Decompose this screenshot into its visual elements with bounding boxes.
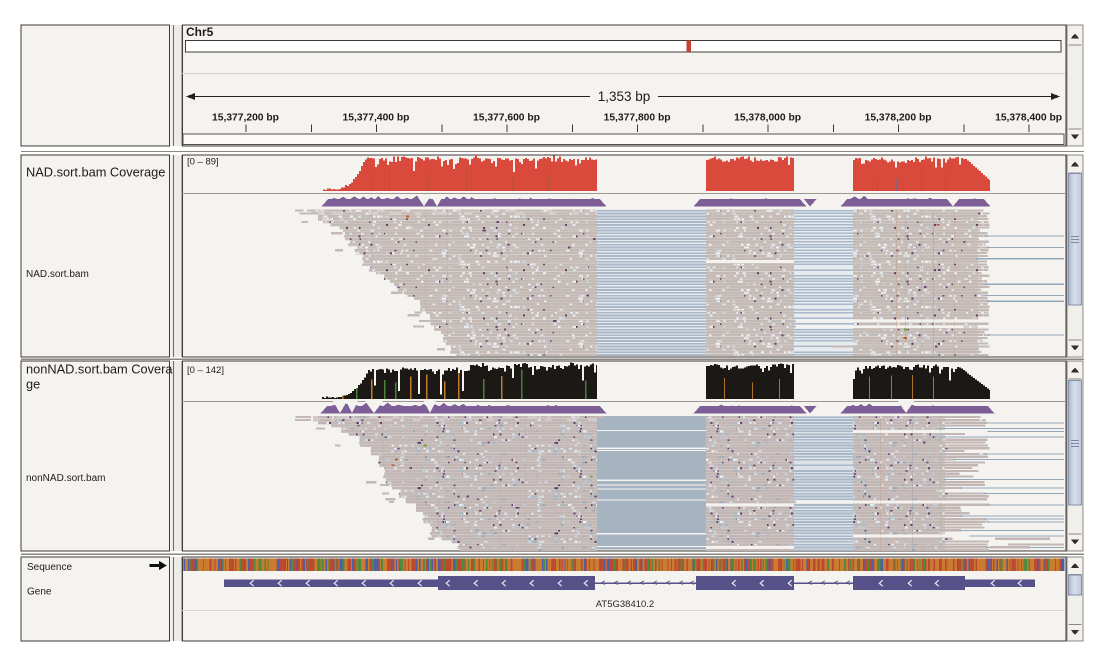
- svg-text:Chr5: Chr5: [186, 25, 214, 39]
- svg-text:15,378,200 bp: 15,378,200 bp: [865, 113, 932, 124]
- svg-text:15,377,800 bp: 15,377,800 bp: [604, 113, 671, 124]
- svg-text:NAD.sort.bam Coverage: NAD.sort.bam Coverage: [26, 165, 165, 180]
- svg-text:15,378,400 bp: 15,378,400 bp: [995, 113, 1062, 124]
- svg-text:[0 – 89]: [0 – 89]: [187, 157, 219, 168]
- svg-text:nonNAD.sort.bam: nonNAD.sort.bam: [26, 473, 105, 484]
- svg-text:15,377,600 bp: 15,377,600 bp: [473, 113, 540, 124]
- svg-text:15,378,000 bp: 15,378,000 bp: [734, 113, 801, 124]
- svg-text:ge: ge: [26, 377, 40, 392]
- svg-text:15,377,400 bp: 15,377,400 bp: [343, 113, 410, 124]
- svg-text:AT5G38410.2: AT5G38410.2: [596, 599, 654, 610]
- svg-text:Gene: Gene: [27, 587, 52, 598]
- svg-text:Sequence: Sequence: [27, 562, 72, 573]
- svg-text:[0 – 142]: [0 – 142]: [187, 365, 224, 376]
- svg-text:NAD.sort.bam: NAD.sort.bam: [26, 269, 89, 280]
- svg-text:15,377,200 bp: 15,377,200 bp: [212, 113, 279, 124]
- svg-text:nonNAD.sort.bam Covera: nonNAD.sort.bam Covera: [26, 362, 173, 377]
- svg-text:1,353 bp: 1,353 bp: [598, 89, 651, 104]
